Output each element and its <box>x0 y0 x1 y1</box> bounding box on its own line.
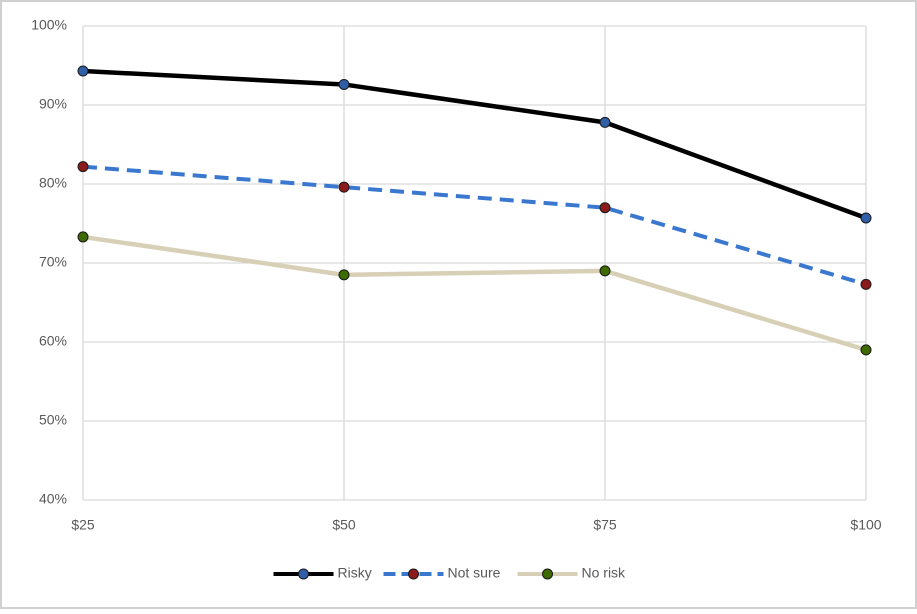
legend-label: Not sure <box>448 565 501 581</box>
legend-marker <box>542 568 553 580</box>
legend-label: Risky <box>338 565 372 581</box>
marker <box>338 78 350 90</box>
marker <box>599 116 611 128</box>
marker <box>860 278 872 290</box>
legend-marker <box>408 568 419 580</box>
marker <box>599 265 611 277</box>
marker <box>860 212 872 224</box>
y-tick-label: 80% <box>39 175 67 191</box>
legend-marker <box>298 568 309 580</box>
marker <box>338 269 350 281</box>
marker <box>77 231 89 243</box>
x-tick-label: $100 <box>850 517 881 533</box>
marker <box>860 344 872 356</box>
series-line <box>82 234 867 353</box>
marker <box>77 161 89 173</box>
x-tick-label: $25 <box>71 517 95 533</box>
y-tick-label: 70% <box>39 254 67 270</box>
x-tick-label: $75 <box>593 517 617 533</box>
series-line <box>82 68 867 221</box>
marker <box>338 181 350 193</box>
marker <box>77 65 89 77</box>
y-tick-label: 50% <box>39 412 67 428</box>
marker <box>599 202 611 214</box>
y-tick-label: 100% <box>31 17 67 33</box>
y-tick-label: 40% <box>39 491 67 507</box>
y-tick-label: 90% <box>39 96 67 112</box>
y-tick-label: 60% <box>39 333 67 349</box>
legend-label: No risk <box>582 565 627 581</box>
x-tick-label: $50 <box>332 517 356 533</box>
